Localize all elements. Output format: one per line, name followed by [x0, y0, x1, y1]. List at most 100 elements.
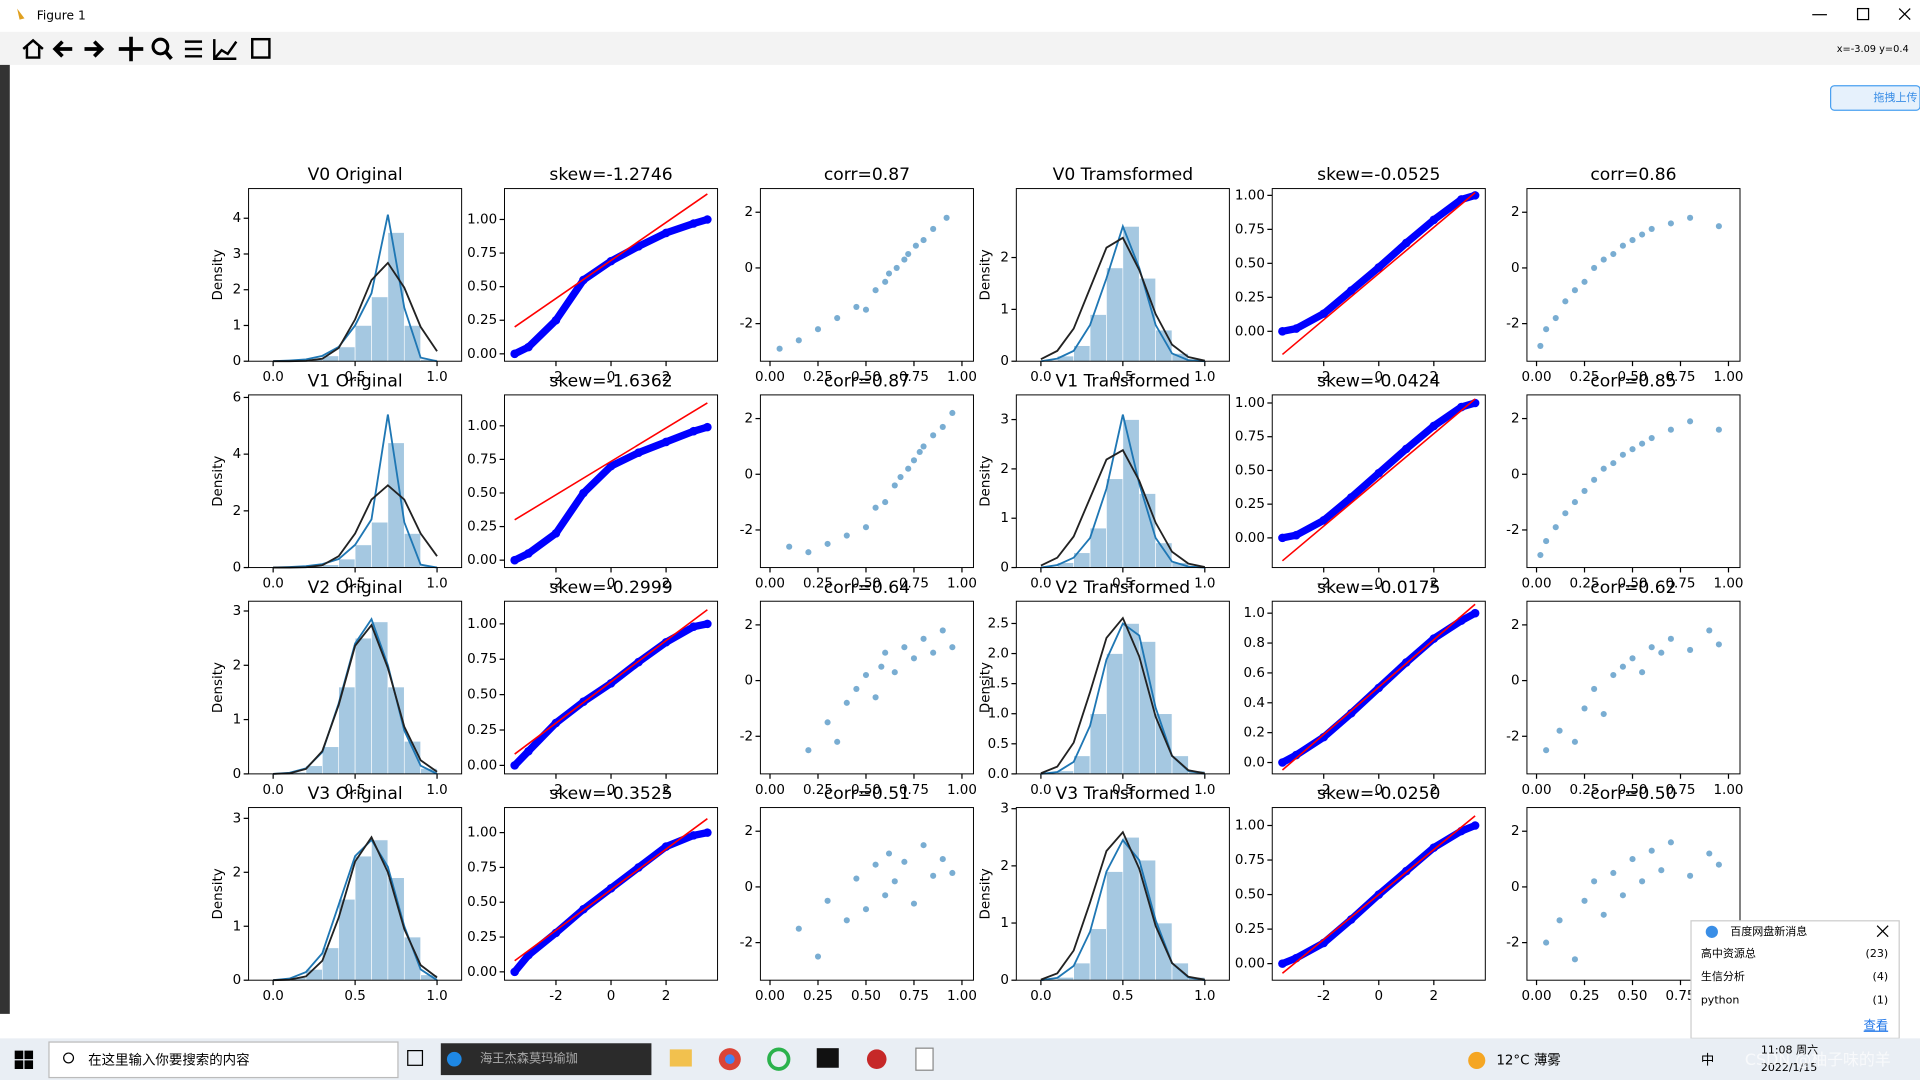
- qq-point: [579, 488, 588, 498]
- scatter-point: [1629, 446, 1636, 453]
- scatter-point: [814, 953, 822, 960]
- axes-frame: [759, 600, 974, 775]
- scatter-point: [905, 465, 912, 472]
- notification-close[interactable]: [1876, 925, 1889, 938]
- qq-point: [1429, 421, 1439, 431]
- search-box[interactable]: [48, 1041, 399, 1079]
- subplot-title: skew=-0.0525: [1317, 165, 1440, 185]
- scatter-point: [882, 649, 889, 656]
- app-icon[interactable]: [866, 1049, 887, 1069]
- scatter-point: [930, 225, 937, 233]
- subplot: V1 Transformed Density 0.0 0.5 1.0 0 1 2 3: [979, 371, 1230, 591]
- x-tick-label: -2: [549, 783, 562, 798]
- start-button[interactable]: [14, 1050, 34, 1069]
- y-tick-label: 4: [233, 447, 242, 462]
- scatter-point: [1600, 911, 1607, 918]
- x-tick-label: 0.5: [1112, 370, 1133, 385]
- y-tick-label: 0.75: [467, 452, 497, 467]
- scatter-point: [1556, 727, 1563, 734]
- y-tick-label: 0.25: [1235, 922, 1265, 937]
- y-tick-label: 0.4: [1243, 696, 1264, 711]
- y-tick-label: -2: [1506, 523, 1519, 538]
- qq-point: [1291, 324, 1301, 333]
- app-icon[interactable]: [767, 1047, 791, 1071]
- scatter-point: [1591, 685, 1598, 693]
- scatter-point: [1648, 847, 1655, 854]
- x-tick-label: 0.75: [899, 576, 929, 591]
- ime[interactable]: 中: [1701, 1052, 1714, 1068]
- back-button[interactable]: [52, 40, 73, 58]
- scatter-point: [920, 842, 927, 849]
- scatter-point: [943, 214, 950, 221]
- x-tick-label: 1.00: [1713, 576, 1743, 591]
- x-tick-label: 0.5: [1112, 989, 1133, 1004]
- edit-axis-button[interactable]: [213, 39, 238, 60]
- upload-button[interactable]: [1830, 85, 1920, 111]
- x-tick-label: 0: [607, 370, 616, 385]
- scatter-point: [1600, 256, 1607, 263]
- x-tick-label: 0.0: [262, 783, 283, 798]
- y-tick-label: -2: [1506, 729, 1519, 744]
- notification-item[interactable]: 生信分析: [1701, 969, 1745, 983]
- hist-bar: [1106, 871, 1124, 981]
- subplot-title: corr=0.50: [1590, 784, 1676, 804]
- notepad-icon[interactable]: [915, 1047, 934, 1071]
- scatter-point: [920, 635, 927, 642]
- close-button[interactable]: [1898, 8, 1911, 21]
- qq-point: [661, 437, 671, 447]
- clock-date: 2022/1/15: [1761, 1061, 1817, 1074]
- subplot-title: corr=0.85: [1590, 371, 1676, 391]
- scatter-point: [872, 504, 879, 511]
- scatter-point: [949, 644, 956, 651]
- axes-frame: [248, 807, 463, 981]
- scatter-point: [1667, 426, 1674, 433]
- scatter-point: [1610, 869, 1617, 877]
- subplot: V3 Transformed Density 0.0 0.5 1.0 0 1 2 3: [979, 784, 1230, 1004]
- scatter-point: [1629, 237, 1636, 244]
- notification-item[interactable]: python: [1701, 993, 1740, 1006]
- address-box[interactable]: [440, 1043, 652, 1076]
- y-tick-label: 0: [1000, 561, 1009, 576]
- y-axis-label: Density: [979, 868, 994, 919]
- scatter-point: [1610, 460, 1617, 467]
- qq-point: [524, 746, 533, 756]
- configure-button[interactable]: [184, 40, 203, 58]
- save-button[interactable]: [251, 37, 271, 59]
- notification-link[interactable]: 查看: [1864, 1019, 1888, 1033]
- y-tick-label: 0.8: [1243, 636, 1264, 651]
- maximize-button[interactable]: [1856, 7, 1870, 21]
- y-tick-label: 3: [1000, 413, 1009, 428]
- x-tick-label: 1.00: [947, 576, 977, 591]
- scatter-point: [1591, 878, 1598, 885]
- density-curve: [1040, 414, 1205, 569]
- x-tick-label: 1.0: [1194, 576, 1215, 591]
- zoom-button[interactable]: [151, 37, 170, 56]
- y-axis-label: Density: [211, 868, 226, 919]
- y-tick-label: 0: [1511, 261, 1520, 276]
- hist-bar: [403, 533, 421, 568]
- task-view[interactable]: [407, 1050, 424, 1066]
- qq-point: [1470, 398, 1480, 408]
- scatter-point: [891, 669, 898, 676]
- axes-frame: [504, 188, 719, 362]
- scatter-point: [1667, 839, 1674, 846]
- qq-point: [510, 349, 519, 359]
- pan-button[interactable]: [118, 36, 144, 62]
- x-tick-label: 0.25: [1570, 783, 1600, 798]
- subplot-title: V3 Transformed: [1056, 784, 1191, 804]
- hist-bar: [371, 521, 389, 568]
- scatter-point: [1562, 510, 1569, 517]
- hist-bar: [1122, 623, 1140, 775]
- y-tick-label: 0.2: [1243, 726, 1264, 741]
- explorer-icon[interactable]: [669, 1049, 692, 1067]
- x-tick-label: 2: [662, 576, 671, 591]
- forward-button[interactable]: [84, 40, 105, 58]
- notification-item[interactable]: 高中资源总: [1701, 946, 1756, 960]
- scatter-point: [834, 738, 841, 745]
- y-tick-label: 1: [233, 318, 242, 333]
- home-button[interactable]: [22, 38, 44, 59]
- subplot: V0 Tramsformed Density 0.0 0.5 1.0 0 1 2: [979, 165, 1230, 385]
- qq-point: [1374, 468, 1384, 478]
- y-tick-label: 0.25: [467, 520, 497, 535]
- terminal-icon[interactable]: [816, 1048, 839, 1068]
